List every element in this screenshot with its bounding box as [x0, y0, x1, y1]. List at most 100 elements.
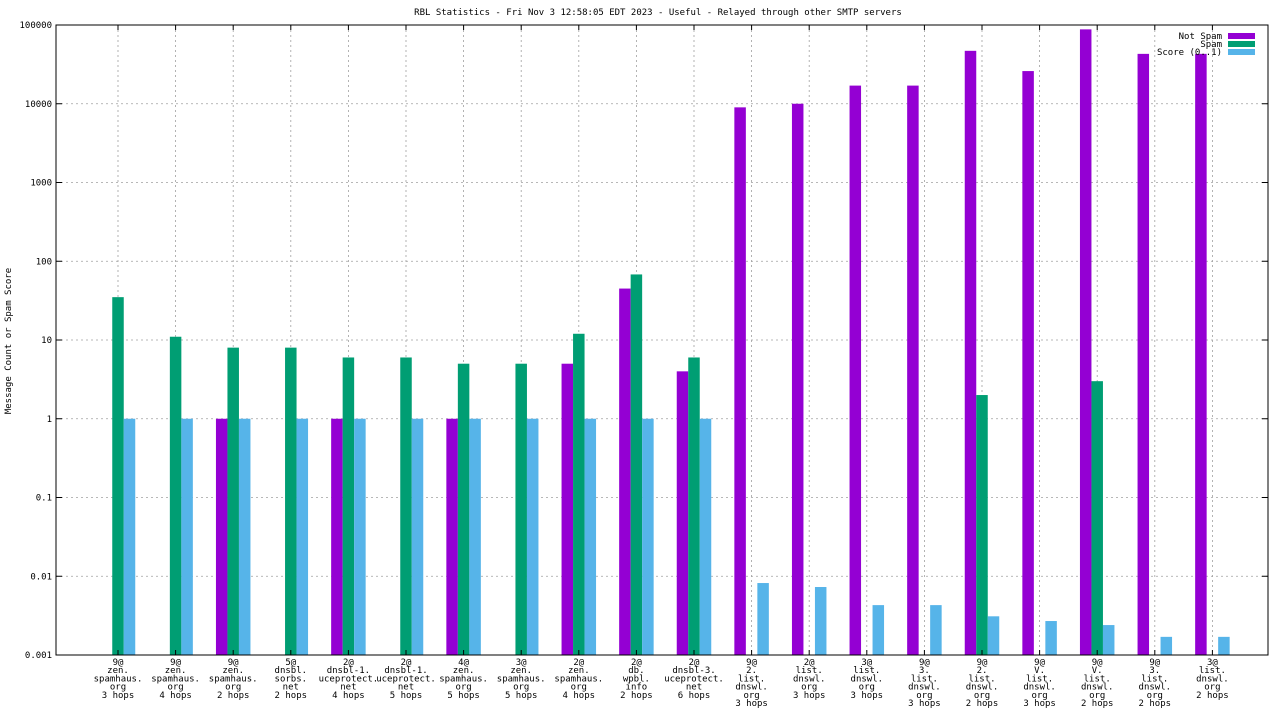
bar-spam: [285, 347, 297, 655]
x-tick-label-line: net: [340, 683, 356, 693]
x-tick-label-line: 9@: [977, 658, 988, 668]
x-tick-label-line: uceprotect.: [319, 674, 379, 684]
x-tick-label: 2@ dnsbl-1. uceprotect. net 5 hops: [376, 658, 436, 701]
x-tick-label: 9@ V. list. dnswl. org 3 hops: [1023, 658, 1056, 709]
x-tick-label-line: org: [167, 683, 183, 693]
x-tick-label-line: dnswl.: [1081, 683, 1114, 693]
bar-spam: [169, 336, 182, 655]
x-tick-label-line: dnsbl-3.: [672, 666, 715, 676]
x-tick-label-line: 2@: [401, 658, 412, 668]
x-tick-label-line: 4@: [458, 658, 469, 668]
bar-score-0-1: [354, 418, 366, 655]
bar-not-spam: [964, 50, 977, 656]
x-tick-label: 9@ zen. spamhaus. org 2 hops: [209, 658, 258, 701]
x-tick-label-line: 9@: [1149, 658, 1160, 668]
x-tick-label-line: dnswl.: [851, 674, 884, 684]
bar-spam: [976, 395, 988, 655]
x-tick-label-line: 3@: [516, 658, 527, 668]
x-tick-label: 9@ 3. list. dnswl. org 3 hops: [908, 658, 941, 709]
x-tick-label-line: org: [571, 683, 587, 693]
bar-score-0-1: [757, 583, 769, 655]
bar-not-spam: [446, 418, 458, 655]
y-axis-label: Message Count or Spam Score: [4, 268, 14, 414]
x-tick-label: 9@ zen. spamhaus. org 3 hops: [94, 658, 143, 701]
x-tick-label-line: org: [743, 691, 759, 701]
x-tick-label-line: zen.: [165, 666, 187, 676]
x-tick-label-line: spamhaus.: [151, 674, 200, 684]
x-tick-label-line: zen.: [222, 666, 244, 676]
y-tick-label: 10000: [25, 100, 52, 110]
bar-score-0-1: [181, 418, 193, 655]
x-tick-label-line: dnsbl-1.: [327, 666, 370, 676]
bar-spam: [342, 357, 355, 655]
bar-not-spam: [1137, 53, 1150, 655]
x-tick-label: 2@ db. wpbl. info 2 hops: [620, 658, 653, 701]
x-tick-label-line: 5 hops: [447, 691, 480, 701]
bar-spam: [688, 357, 700, 655]
bar-score-0-1: [238, 418, 251, 655]
x-tick-label-line: sorbs.: [275, 674, 308, 684]
bar-score-0-1: [1160, 636, 1173, 655]
y-tick-label: 1: [47, 415, 52, 425]
x-tick-label-line: dnswl.: [908, 683, 941, 693]
x-tick-label-line: 2 hops: [1196, 691, 1229, 701]
x-tick-label: 2@ list. dnswl. org 3 hops: [793, 658, 826, 701]
bar-score-0-1: [814, 587, 827, 655]
x-tick-label-line: 3.: [1149, 666, 1160, 676]
bar-score-0-1: [411, 418, 424, 655]
x-tick-label: 3@ zen. spamhaus. org 5 hops: [497, 658, 546, 701]
bar-spam: [112, 297, 124, 655]
bar-spam: [457, 363, 470, 655]
bar-score-0-1: [584, 418, 597, 655]
x-tick-label-line: list.: [853, 666, 880, 676]
x-tick-label: 9@ 2. list. dnswl. org 2 hops: [966, 658, 999, 709]
y-ticks: 0.001 0.01 0.1 1 10 100 1000 10000 100000: [19, 21, 1268, 661]
y-tick-label: 0.1: [36, 494, 52, 504]
x-tick-label-line: 3.: [919, 666, 930, 676]
x-tick-label-line: dnswl.: [966, 683, 999, 693]
x-tick-label-line: 3 hops: [735, 699, 768, 709]
x-tick-label-line: 2@: [631, 658, 642, 668]
x-tick-label-line: net: [283, 683, 299, 693]
x-tick-label-line: 3 hops: [1023, 699, 1056, 709]
bar-score-0-1: [469, 418, 481, 655]
x-tick-label-line: spamhaus.: [439, 674, 488, 684]
x-tick-label-line: V.: [1092, 666, 1103, 676]
x-tick-label-line: list.: [1141, 674, 1168, 684]
x-tick-label-line: 9@: [228, 658, 239, 668]
y-tick-label: 10: [41, 336, 52, 346]
bar-not-spam: [619, 288, 631, 655]
y-tick-label: 100: [36, 257, 52, 267]
x-tick-label-line: 9@: [1092, 658, 1103, 668]
legend-label: Not Spam: [1179, 32, 1222, 42]
x-tick-label: 9@ 2. list. dnswl. org 3 hops: [735, 658, 768, 709]
x-tick-label-line: 3 hops: [793, 691, 826, 701]
x-tick-label-line: 3 hops: [851, 691, 884, 701]
x-tick-label-line: 2 hops: [966, 699, 999, 709]
x-tick-label-line: org: [859, 683, 875, 693]
x-tick-label-line: 9@: [1034, 658, 1045, 668]
x-tick-label-line: 5 hops: [505, 691, 538, 701]
bar-not-spam: [331, 418, 343, 655]
bars: [112, 29, 1230, 656]
x-tick-label-line: spamhaus.: [94, 674, 143, 684]
x-tick-label-line: dnswl.: [793, 674, 826, 684]
y-tick-label: 100000: [19, 21, 52, 31]
x-tick-label-line: 2 hops: [275, 691, 308, 701]
bar-score-0-1: [987, 616, 1000, 655]
x-tick-label-line: org: [1204, 683, 1220, 693]
x-tick-label-line: 5@: [285, 658, 296, 668]
x-tick-label-line: 2.: [977, 666, 988, 676]
x-tick-label-line: 4 hops: [332, 691, 365, 701]
x-tick-label-line: org: [974, 691, 990, 701]
x-tick-label-line: V.: [1034, 666, 1045, 676]
x-tick-label-line: 2 hops: [1081, 699, 1114, 709]
bar-spam: [1091, 381, 1103, 655]
bar-not-spam: [734, 107, 746, 656]
legend-label: Spam: [1200, 40, 1222, 50]
legend-label: Score (0..1): [1157, 48, 1222, 58]
x-tick-label: 9@ 3. list. dnswl. org 2 hops: [1139, 658, 1172, 709]
x-tick-label: 3@ list. dnswl. org 2 hops: [1196, 658, 1229, 701]
bar-not-spam: [1195, 53, 1207, 655]
